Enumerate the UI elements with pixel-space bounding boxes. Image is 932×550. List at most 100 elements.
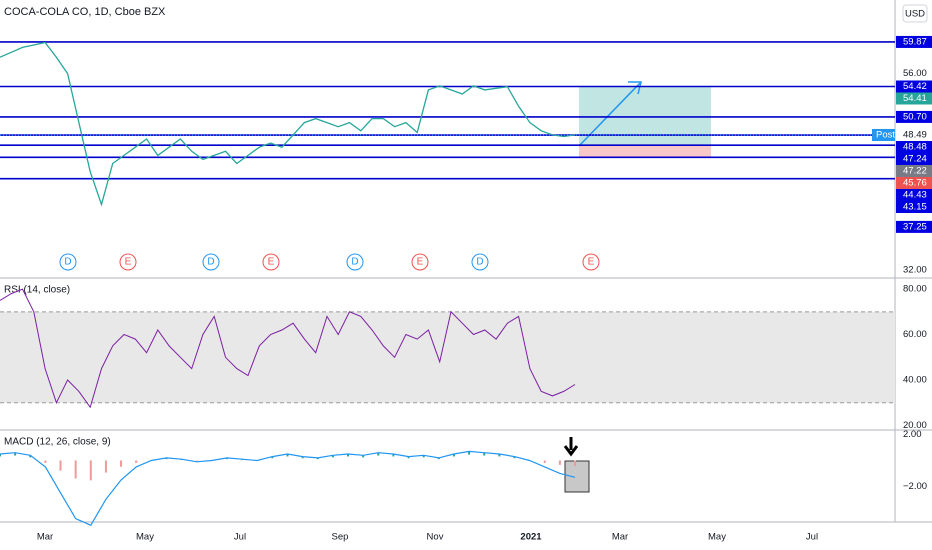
macd-label: MACD (12, 26, close, 9) (4, 437, 111, 448)
macd-histogram (14, 452, 17, 456)
macd-histogram (437, 457, 440, 460)
event-label: E (417, 257, 424, 268)
rsi-label: RSI (14, close) (4, 285, 70, 296)
price-label: 54.41 (903, 93, 927, 104)
rsi-tick: 20.00 (903, 420, 927, 431)
price-label: 44.43 (903, 190, 927, 201)
macd-histogram (225, 457, 228, 460)
macd-histogram (89, 460, 92, 481)
price-label-bg (896, 35, 932, 48)
macd-histogram (316, 457, 319, 460)
price-label: 56.00 (903, 68, 927, 79)
rsi-tick: 40.00 (903, 375, 927, 386)
macd-histogram (347, 454, 350, 457)
price-label-bg (896, 140, 932, 153)
macd-histogram (74, 460, 77, 479)
time-label: Mar (37, 532, 53, 543)
price-label-bg (896, 176, 932, 189)
macd-histogram (165, 457, 168, 460)
event-marker (262, 253, 280, 271)
price-label-bg (896, 80, 932, 93)
macd-histogram (392, 454, 395, 457)
event-label: D (476, 257, 483, 268)
price-label-bg (896, 152, 932, 165)
macd-histogram (135, 460, 138, 463)
price-label-bg (896, 164, 932, 177)
time-label: Sep (332, 532, 349, 543)
macd-histogram (558, 460, 561, 465)
event-label: E (588, 257, 595, 268)
price-label-bg (896, 110, 932, 123)
price-label: 43.15 (903, 202, 927, 213)
macd-histogram (543, 460, 546, 463)
macd-histogram (452, 454, 455, 457)
time-label: Mar (612, 532, 628, 543)
time-label: Jul (234, 532, 246, 543)
rsi-line (0, 288, 576, 409)
event-marker (346, 253, 364, 271)
currency-button[interactable] (902, 4, 928, 23)
highlight-box (564, 460, 590, 493)
macd-tick: 2.00 (903, 429, 922, 440)
price-label: 37.25 (903, 221, 927, 232)
price-label: 47.24 (903, 154, 927, 165)
rsi-tick: 60.00 (903, 329, 927, 340)
time-label: May (708, 532, 726, 543)
price-label-bg (896, 188, 932, 201)
macd-histogram (195, 460, 198, 462)
event-label: E (268, 257, 275, 268)
macd-histogram (104, 460, 107, 473)
event-label: E (125, 257, 132, 268)
macd-histogram (59, 460, 62, 471)
event-marker (119, 253, 137, 271)
rsi-tick: 80.00 (903, 284, 927, 295)
macd-histogram (286, 454, 289, 457)
price-label: 59.87 (903, 36, 927, 47)
macd-histogram (498, 454, 501, 457)
post-badge (872, 128, 895, 141)
macd-histogram (362, 455, 365, 458)
arrow-head (628, 81, 642, 95)
post-label: Post (876, 130, 895, 141)
macd-histogram (271, 456, 274, 459)
event-marker (59, 253, 77, 271)
price-label-bg (896, 200, 932, 213)
macd-histogram (301, 456, 304, 459)
macd-histogram (574, 460, 576, 467)
chart-title: COCA-COLA CO, 1D, Cboe BZX (4, 6, 166, 18)
macd-tick: −2.00 (903, 481, 927, 492)
price-line (0, 41, 576, 207)
event-label: D (207, 257, 214, 268)
macd-histogram (120, 460, 123, 467)
price-label: 47.22 (903, 166, 927, 177)
time-label: May (136, 532, 154, 543)
long-position-loss (579, 146, 711, 158)
macd-histogram (0, 454, 1, 457)
time-label: 2021 (520, 532, 542, 543)
event-marker (582, 253, 600, 271)
event-marker (411, 253, 429, 271)
event-label: D (351, 257, 358, 268)
price-label: 32.00 (903, 264, 927, 275)
price-label: 50.70 (903, 111, 927, 122)
event-label: D (64, 257, 71, 268)
price-label: 48.48 (903, 142, 927, 153)
event-marker (202, 253, 220, 271)
macd-histogram (468, 451, 471, 455)
macd-histogram (29, 455, 32, 458)
macd-histogram (513, 456, 516, 459)
currency[interactable]: USD (905, 9, 925, 20)
price-label: 48.49 (903, 130, 927, 141)
macd-histogram (377, 452, 380, 456)
down-arrow (563, 437, 579, 457)
event-marker (471, 253, 489, 271)
price-label: 45.76 (903, 178, 927, 189)
price-label-bg (896, 220, 932, 233)
price-label-bg (896, 92, 932, 105)
price-label: 54.42 (903, 81, 927, 92)
macd-histogram (331, 455, 334, 458)
macd-histogram (407, 456, 410, 459)
macd-histogram (44, 460, 47, 463)
time-label: Jul (806, 532, 818, 543)
